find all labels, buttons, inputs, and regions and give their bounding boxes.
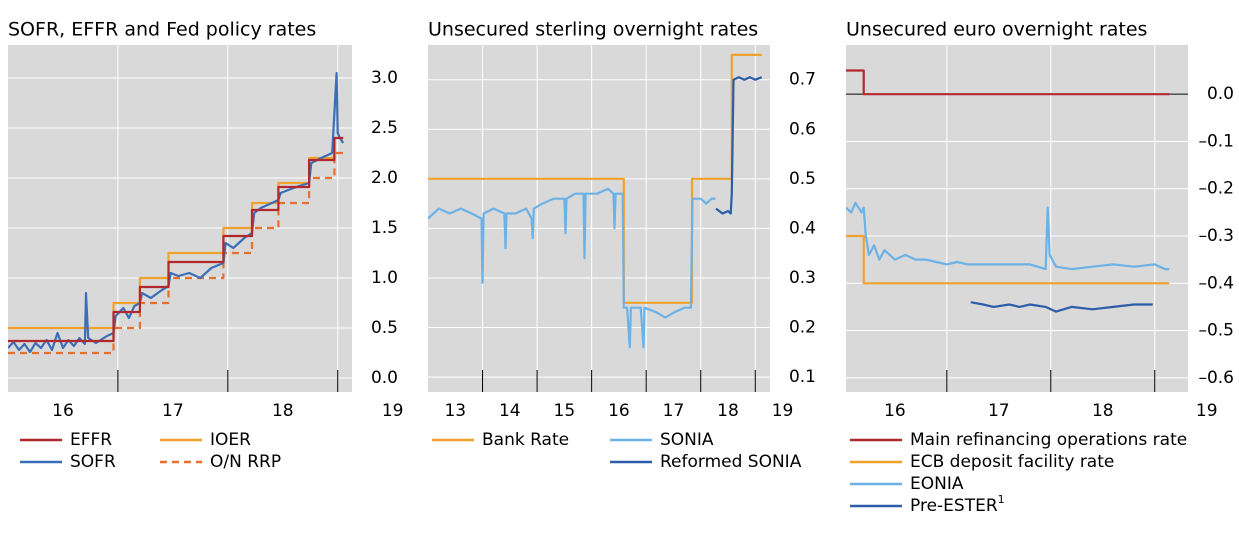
x-tick-label: 19 bbox=[772, 401, 794, 421]
legend-label: EONIA bbox=[910, 474, 964, 494]
legend-label: IOER bbox=[210, 430, 251, 450]
x-tick-label: 18 bbox=[272, 401, 294, 421]
series-group bbox=[846, 69, 1170, 313]
legend-name: SOFR bbox=[70, 452, 116, 472]
x-tick-label: 19 bbox=[382, 401, 404, 421]
series-line bbox=[8, 151, 344, 355]
x-tick-label: 14 bbox=[499, 401, 521, 421]
x-tick-label: 19 bbox=[1196, 401, 1218, 421]
legend-name: EFFR bbox=[70, 430, 112, 450]
series-line bbox=[846, 69, 1170, 96]
x-tick-label: 17 bbox=[162, 401, 184, 421]
y-tick-label: 2.0 bbox=[371, 168, 398, 188]
y-tick-label: 0.0 bbox=[1207, 84, 1234, 104]
series-line bbox=[715, 76, 763, 215]
chart-title: Unsecured euro overnight rates bbox=[846, 19, 1147, 41]
y-tick-label: –0.6 bbox=[1198, 368, 1234, 388]
legend-label: SONIA bbox=[660, 430, 714, 450]
x-tick-label: 16 bbox=[608, 401, 630, 421]
plot-background bbox=[8, 45, 352, 392]
series-line bbox=[428, 187, 716, 349]
y-tick-label: 0.1 bbox=[789, 367, 816, 387]
y-tick-label: –0.5 bbox=[1198, 321, 1234, 341]
legend-label: SOFR bbox=[70, 452, 116, 472]
y-tick-label: 0.5 bbox=[789, 169, 816, 189]
legend-name: Bank Rate bbox=[482, 430, 569, 450]
x-tick-label: 16 bbox=[52, 401, 74, 421]
y-tick-label: –0.1 bbox=[1198, 131, 1234, 151]
x-tick-label: 17 bbox=[663, 401, 685, 421]
series-line bbox=[970, 301, 1153, 313]
x-tick-label: 18 bbox=[1092, 401, 1114, 421]
y-tick-label: 0.5 bbox=[371, 318, 398, 338]
legend-name: ECB deposit facility rate bbox=[910, 452, 1114, 472]
series-line bbox=[846, 201, 1170, 271]
y-tick-label: 0.4 bbox=[789, 218, 816, 238]
legend-label: Pre-ESTER1 bbox=[910, 493, 1005, 517]
legend-label: Reformed SONIA bbox=[660, 452, 802, 472]
legend-name: Main refinancing operations rate bbox=[910, 430, 1187, 450]
x-tick-label: 15 bbox=[554, 401, 576, 421]
legend-label: Bank Rate bbox=[482, 430, 569, 450]
legend-label: O/N RRP bbox=[210, 452, 281, 472]
chart-title: SOFR, EFFR and Fed policy rates bbox=[8, 19, 316, 41]
series-line bbox=[8, 71, 345, 354]
legend-name: IOER bbox=[210, 430, 251, 450]
y-tick-label: 2.5 bbox=[371, 118, 398, 138]
legend-superscript: 1 bbox=[998, 493, 1005, 506]
y-tick-label: 1.0 bbox=[371, 268, 398, 288]
series-line bbox=[846, 234, 1170, 285]
legend-name: EONIA bbox=[910, 474, 964, 494]
legend-name: SONIA bbox=[660, 430, 714, 450]
y-tick-label: 0.6 bbox=[789, 119, 816, 139]
legend-name: O/N RRP bbox=[210, 452, 281, 472]
series-group bbox=[8, 71, 345, 355]
series-line bbox=[8, 136, 344, 343]
y-tick-label: 0.7 bbox=[789, 70, 816, 90]
series-line bbox=[8, 136, 344, 330]
y-tick-label: –0.2 bbox=[1198, 179, 1234, 199]
series-group bbox=[428, 53, 763, 349]
chart-title: Unsecured sterling overnight rates bbox=[428, 19, 758, 41]
y-tick-label: 3.0 bbox=[371, 68, 398, 88]
x-tick-label: 17 bbox=[988, 401, 1010, 421]
x-tick-label: 18 bbox=[717, 401, 739, 421]
y-tick-label: –0.3 bbox=[1198, 226, 1234, 246]
y-tick-label: 0.2 bbox=[789, 318, 816, 338]
plot-background bbox=[846, 45, 1188, 392]
legend-label: EFFR bbox=[70, 430, 112, 450]
legend-label: ECB deposit facility rate bbox=[910, 452, 1114, 472]
y-tick-label: 1.5 bbox=[371, 218, 398, 238]
y-tick-label: 0.3 bbox=[789, 268, 816, 288]
plot-background bbox=[428, 45, 770, 392]
legend-name: Reformed SONIA bbox=[660, 452, 802, 472]
legend-name: Pre-ESTER bbox=[910, 496, 998, 516]
legend-label: Main refinancing operations rate bbox=[910, 430, 1187, 450]
x-tick-label: 16 bbox=[884, 401, 906, 421]
y-tick-label: –0.4 bbox=[1198, 273, 1234, 293]
x-tick-label: 13 bbox=[444, 401, 466, 421]
y-tick-label: 0.0 bbox=[371, 368, 398, 388]
